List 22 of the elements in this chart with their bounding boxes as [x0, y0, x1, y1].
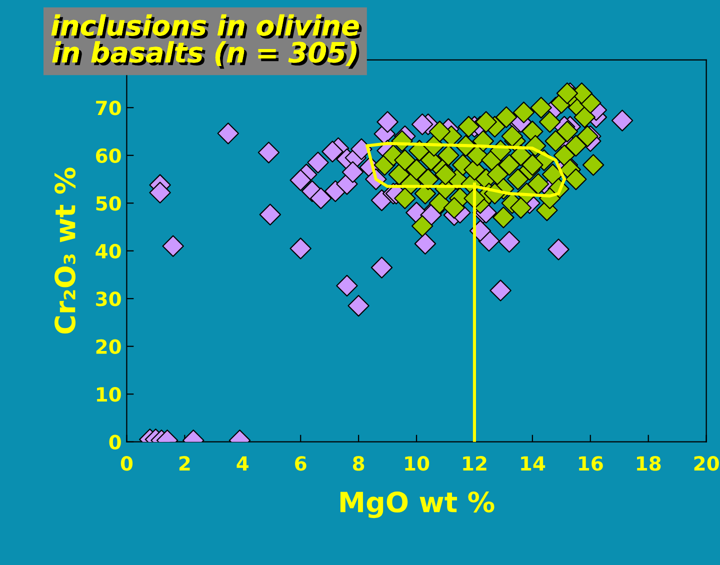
y-tick-label: 30: [96, 292, 121, 306]
x-axis-title: MgO wt %: [340, 491, 494, 518]
y-axis-title: Cr₂O₃ wt %: [54, 168, 76, 334]
x-tick-label: 14: [521, 456, 546, 470]
x-tick-label: 16: [579, 456, 603, 471]
y-tick-label: 40: [96, 244, 121, 259]
x-tick-label: 6: [295, 456, 306, 471]
x-tick-label: 18: [637, 456, 661, 471]
x-tick-label: 0: [120, 456, 133, 471]
y-tick-label: 10: [96, 387, 121, 402]
x-tick-label: 2: [179, 456, 190, 470]
y-tick-label: 20: [96, 339, 121, 354]
x-tick-label: 12: [463, 456, 486, 470]
x-tick-label: 8: [352, 456, 364, 471]
y-tick-label: 60: [96, 148, 121, 164]
x-tick-label: 4: [236, 456, 249, 470]
chart-title: inclusions in olivine in basalts (n = 305): [51, 14, 362, 69]
y-tick-label: 0: [109, 434, 121, 450]
y-tick-label: 70: [96, 100, 121, 116]
x-tick-label: 20: [694, 456, 719, 471]
x-tick-label: 10: [405, 456, 430, 471]
y-tick-label: 50: [96, 196, 121, 211]
